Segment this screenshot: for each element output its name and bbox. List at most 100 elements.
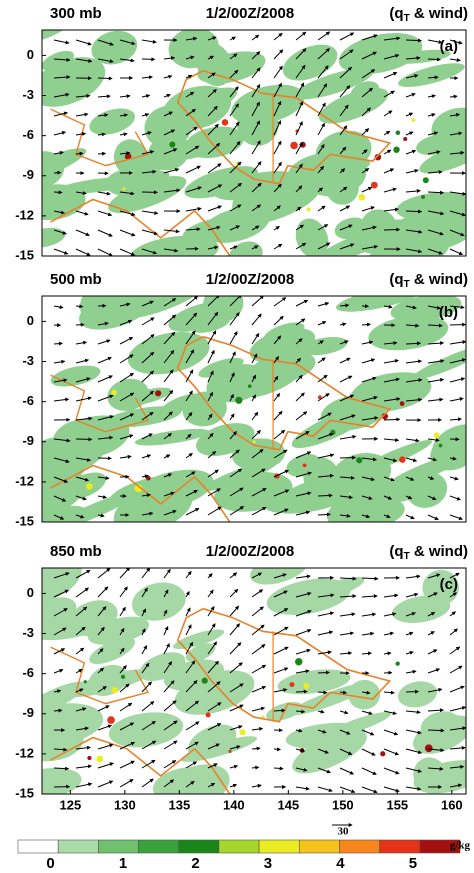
wind-vector xyxy=(427,495,437,501)
wind-vector xyxy=(449,764,465,769)
wind-vector xyxy=(295,121,303,136)
wind-vector xyxy=(119,665,127,674)
wind-vector xyxy=(119,132,128,137)
wind-vector xyxy=(229,468,243,478)
wind-vector xyxy=(53,75,71,80)
wind-vector xyxy=(427,457,437,462)
wind-vector xyxy=(97,339,111,345)
wind-vector xyxy=(119,568,131,579)
wind-vector xyxy=(383,207,399,212)
wind-vector xyxy=(163,700,177,712)
wind-vector xyxy=(75,39,92,46)
wind-vector xyxy=(339,303,350,308)
wind-vector xyxy=(185,624,192,636)
wind-vector xyxy=(75,764,93,769)
wind-vector xyxy=(229,312,240,326)
wind-vector xyxy=(383,36,401,41)
wind-vector xyxy=(317,512,331,517)
x-tick-label: 135 xyxy=(168,797,190,812)
moisture-shade xyxy=(108,175,187,213)
wind-vector xyxy=(361,476,375,482)
moisture-core xyxy=(395,130,401,136)
wind-vector xyxy=(185,780,195,788)
variable-text: & wind) xyxy=(410,543,468,560)
wind-vector xyxy=(317,786,333,793)
wind-vector xyxy=(141,390,154,402)
wind-vector xyxy=(119,248,136,256)
wind-vector xyxy=(427,94,436,99)
wind-vector xyxy=(119,779,134,788)
moisture-core xyxy=(381,413,389,420)
wind-vector xyxy=(427,190,445,195)
wind-vector xyxy=(53,747,68,752)
wind-vector xyxy=(361,651,372,656)
coastline xyxy=(50,736,231,794)
wind-vector xyxy=(207,763,218,769)
wind-vector xyxy=(75,416,93,421)
colorbar-swatch xyxy=(339,839,380,854)
y-tick-label: -12 xyxy=(15,207,34,222)
wind-vector xyxy=(75,626,86,636)
wind-vector xyxy=(119,372,134,383)
wind-vector xyxy=(361,206,375,212)
wind-vector xyxy=(251,624,265,636)
wind-vector xyxy=(207,681,221,693)
wind-vector xyxy=(339,729,351,735)
y-tick-label: -6 xyxy=(22,393,34,408)
wind-vector xyxy=(273,161,282,174)
wind-vector xyxy=(339,340,349,345)
wind-vector xyxy=(75,304,84,309)
wind-vector xyxy=(295,392,305,402)
moisture-core xyxy=(146,475,151,481)
wind-vector xyxy=(273,646,289,655)
wind-vector xyxy=(53,150,64,155)
moisture-shade xyxy=(431,107,466,151)
y-tick-label: -3 xyxy=(22,625,34,640)
wind-vector xyxy=(449,476,459,481)
moisture-shade xyxy=(168,30,219,69)
wind-vector xyxy=(251,204,262,212)
wind-vector xyxy=(405,767,422,773)
wind-vector xyxy=(119,722,135,731)
moisture-core xyxy=(421,195,425,199)
wind-vector xyxy=(427,150,441,155)
wind-vector xyxy=(295,141,303,155)
wind-vector xyxy=(449,514,464,521)
wind-vector xyxy=(141,210,159,215)
wind-vector xyxy=(361,340,374,345)
wind-vector xyxy=(119,683,130,693)
wind-vector xyxy=(383,358,399,364)
wind-vector xyxy=(119,647,125,655)
moisture-shade xyxy=(315,130,372,172)
wind-vector xyxy=(405,305,417,310)
wind-vector xyxy=(405,669,417,674)
wind-vector xyxy=(119,702,133,712)
wind-vector xyxy=(163,111,174,117)
moisture-core xyxy=(134,484,143,493)
time-label: 1/2/00Z/2008 xyxy=(206,543,294,560)
wind-vector xyxy=(97,435,114,440)
moisture-shade xyxy=(42,505,87,522)
wind-vector xyxy=(163,454,171,459)
y-tick-label: 0 xyxy=(27,313,34,328)
x-tick-label: 140 xyxy=(223,797,245,812)
wind-vector xyxy=(141,351,155,364)
x-tick-label: 145 xyxy=(277,797,299,812)
wind-vector xyxy=(339,767,354,775)
y-tick-label: -12 xyxy=(15,473,34,488)
wind-vector xyxy=(119,354,134,364)
variable-label: (qT & wind) xyxy=(389,5,468,24)
wind-vector xyxy=(427,612,436,617)
moisture-shade xyxy=(198,357,244,378)
wind-vector xyxy=(383,53,400,60)
wind-vector xyxy=(339,32,355,41)
y-tick-label: -9 xyxy=(22,705,34,720)
wind-vector xyxy=(207,660,219,674)
wind-vector xyxy=(405,476,415,481)
wind-vector xyxy=(207,225,221,231)
wind-vector xyxy=(53,111,68,117)
wind-vector xyxy=(361,690,371,695)
y-tick-label: -3 xyxy=(22,87,34,102)
wind-vector xyxy=(207,506,222,516)
wind-vector xyxy=(207,88,217,98)
